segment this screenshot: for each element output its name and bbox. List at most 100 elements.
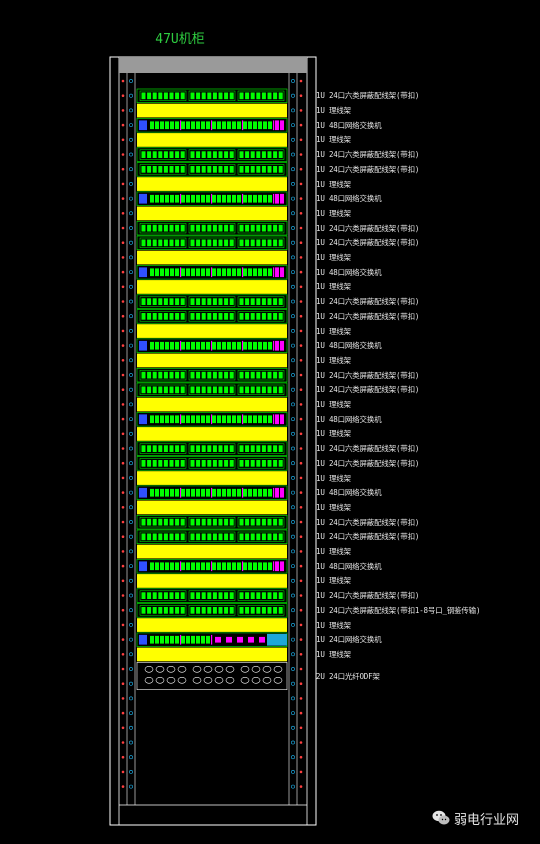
rail-hole-left: [129, 696, 133, 701]
switch-port: [170, 488, 174, 497]
patch-port: [250, 239, 255, 247]
rail-hole-right: [291, 123, 295, 128]
patch-panel: [136, 235, 288, 250]
rack-unit-manager: [137, 427, 287, 441]
patch-port: [147, 224, 152, 232]
unit-label: 1U 理线架: [316, 649, 351, 659]
patch-port: [207, 518, 212, 526]
patch-port: [273, 224, 278, 232]
patch-port-block: [237, 311, 285, 322]
patch-port: [218, 151, 223, 158]
switch-block-divider: [273, 120, 275, 131]
unit-label: 1U 24口六类屏蔽配线架(带扣): [316, 164, 420, 174]
rail-hole-left: [129, 226, 133, 230]
patch-port: [175, 386, 180, 394]
patch-port: [256, 607, 261, 614]
rail-mark-right: [299, 373, 303, 377]
patch-port: [256, 386, 261, 394]
unit-label: 1U 理线架: [316, 253, 351, 263]
rail-hole-right: [291, 578, 295, 583]
patch-port: [267, 445, 272, 452]
patch-port: [201, 445, 206, 452]
patch-port: [273, 592, 278, 599]
patch-port: [239, 460, 244, 467]
patch-panel: [136, 456, 288, 471]
patch-port: [180, 518, 185, 526]
rail-mark-right: [299, 344, 303, 347]
switch-block-divider: [242, 561, 244, 572]
rack-unit-manager: [137, 206, 287, 221]
fiber-adapter: [214, 665, 224, 673]
patch-port: [163, 166, 168, 173]
patch-port: [158, 298, 163, 305]
rail-mark-right: [299, 594, 303, 597]
patch-port: [207, 151, 212, 158]
switch-port: [227, 341, 231, 350]
switch-port: [268, 562, 272, 571]
cable-manager-panel: [137, 500, 287, 515]
patch-port: [267, 92, 272, 100]
switch-port: [217, 194, 221, 203]
switch-block-divider: [273, 340, 275, 351]
rack-unit-manager: [137, 544, 287, 559]
rail-mark-left: [121, 653, 125, 656]
patch-port: [256, 151, 261, 158]
patch-port: [196, 592, 201, 599]
patch-port: [261, 607, 266, 614]
patch-port: [245, 151, 250, 158]
switch-port: [206, 488, 210, 497]
rail-mark-left: [121, 579, 125, 583]
switch-port: [253, 194, 257, 203]
patch-port: [180, 298, 185, 305]
rack-unit-patch: [136, 441, 288, 456]
patch-port: [175, 607, 180, 614]
patch-port-block: [139, 164, 187, 175]
patch-port: [245, 460, 250, 467]
fiber-adapter: [273, 665, 283, 673]
rack-unit-switch48: [136, 265, 288, 280]
patch-port: [239, 592, 244, 599]
patch-port: [267, 298, 272, 305]
rail-hole-right: [291, 314, 295, 319]
patch-port: [201, 607, 206, 614]
patch-port: [169, 445, 174, 452]
rail-hole-right: [291, 490, 295, 495]
rail-hole-left: [129, 623, 133, 627]
rail-mark-right: [299, 461, 303, 465]
fiber-adapter: [155, 676, 165, 684]
switch-port: [222, 121, 226, 130]
rail-hole-left: [129, 578, 133, 583]
rail-hole-right: [291, 549, 295, 554]
rail-hole-left: [129, 167, 133, 172]
patch-port: [175, 92, 180, 100]
unit-label: 1U 48口网络交换机: [316, 120, 382, 130]
switch-port: [175, 488, 179, 497]
patch-port: [245, 313, 250, 320]
patch-port: [190, 607, 195, 614]
unit-label: 1U 理线架: [316, 106, 351, 116]
switch-port: [237, 415, 241, 424]
patch-port: [218, 298, 223, 305]
switch-port: [227, 121, 231, 130]
patch-port: [147, 239, 152, 247]
patch-port: [147, 386, 152, 394]
patch-port: [175, 371, 180, 379]
switch-port: [155, 268, 159, 277]
patch-port: [218, 92, 223, 100]
rail-hole-left: [129, 549, 133, 554]
rail-hole-right: [291, 373, 295, 377]
rail-hole-left: [129, 93, 133, 98]
switch-port: [253, 268, 257, 277]
rail-hole-left: [129, 123, 133, 128]
rail-hole-right: [291, 637, 295, 642]
rail-mark-right: [299, 285, 303, 289]
fiber-adapter: [214, 676, 224, 684]
rail-hole-left: [129, 534, 133, 539]
patch-port: [163, 371, 168, 379]
rail-hole-left: [129, 314, 133, 319]
patch-port: [278, 386, 283, 394]
switch-port: [181, 488, 185, 497]
rail-hole-left: [129, 402, 133, 407]
rail-mark-left: [121, 785, 125, 788]
switch-block-divider: [273, 561, 275, 572]
